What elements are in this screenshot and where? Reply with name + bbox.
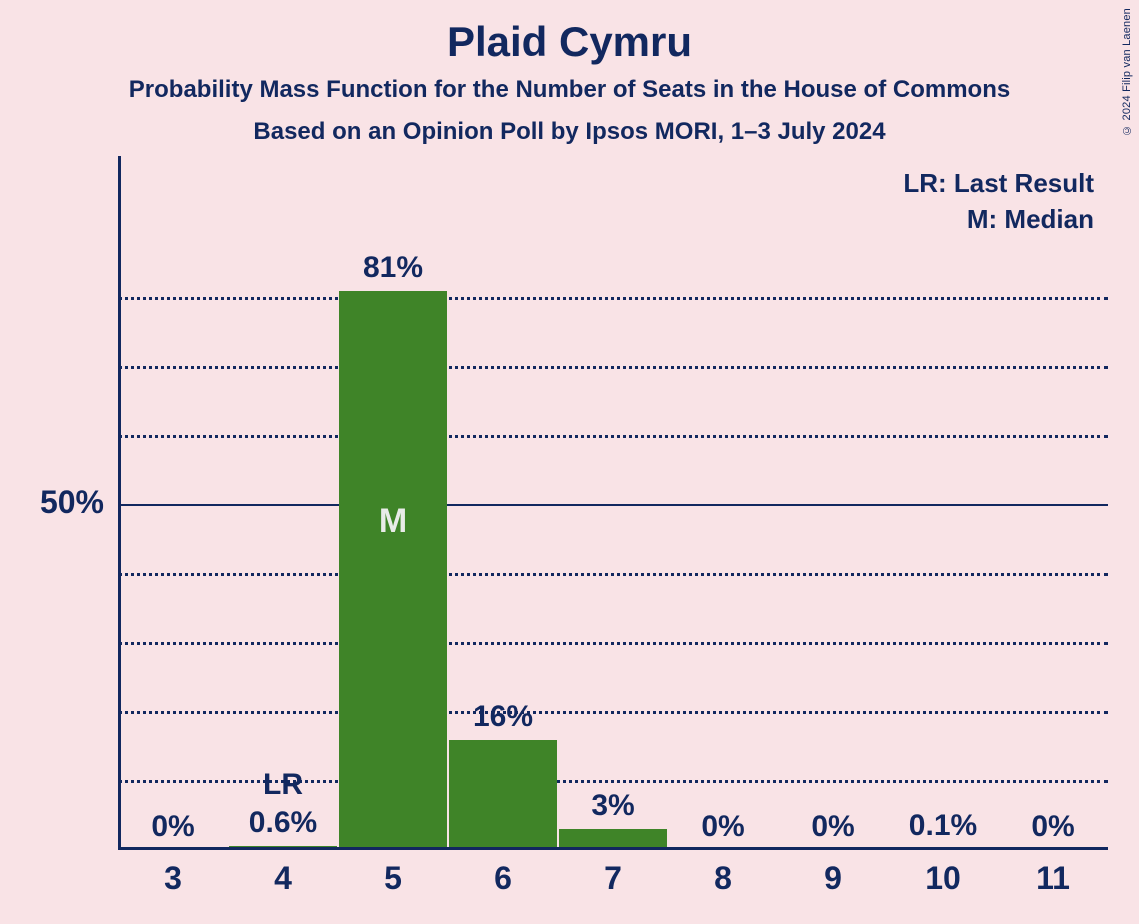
bar-value-label: 0% bbox=[778, 810, 888, 844]
bar-value-label: 16% bbox=[448, 700, 558, 734]
bar-value-label: 0.1% bbox=[888, 809, 998, 843]
gridline bbox=[118, 297, 1108, 300]
chart-canvas: Plaid Cymru Probability Mass Function fo… bbox=[0, 0, 1139, 924]
median-marker: M bbox=[338, 502, 448, 541]
x-axis-label: 6 bbox=[448, 860, 558, 897]
bar bbox=[559, 829, 667, 847]
gridline bbox=[118, 711, 1108, 714]
x-axis-label: 10 bbox=[888, 860, 998, 897]
gridline bbox=[118, 366, 1108, 369]
bar bbox=[449, 740, 557, 847]
gridline bbox=[118, 573, 1108, 576]
x-axis bbox=[118, 847, 1108, 850]
legend-last-result: LR: Last Result bbox=[903, 168, 1094, 199]
bar-value-label: 0% bbox=[998, 810, 1108, 844]
x-axis-label: 5 bbox=[338, 860, 448, 897]
gridline bbox=[118, 642, 1108, 645]
plot-area: 0%0.6%LR81%M16%3%0%0%0.1%0%LR: Last Resu… bbox=[118, 160, 1108, 850]
bar-value-label: 0.6% bbox=[228, 806, 338, 840]
bar bbox=[229, 846, 337, 847]
chart-title: Plaid Cymru bbox=[0, 18, 1139, 66]
legend-median: M: Median bbox=[967, 204, 1094, 235]
bar-value-label: 0% bbox=[668, 810, 778, 844]
x-axis-label: 9 bbox=[778, 860, 888, 897]
chart-subtitle-2: Based on an Opinion Poll by Ipsos MORI, … bbox=[0, 118, 1139, 146]
chart-subtitle-1: Probability Mass Function for the Number… bbox=[0, 76, 1139, 104]
y-axis-label: 50% bbox=[40, 484, 104, 521]
x-axis-label: 4 bbox=[228, 860, 338, 897]
bar-value-label: 0% bbox=[118, 810, 228, 844]
last-result-marker: LR bbox=[228, 768, 338, 802]
gridline bbox=[118, 435, 1108, 438]
bar bbox=[339, 291, 447, 847]
y-axis bbox=[118, 156, 121, 850]
x-axis-label: 3 bbox=[118, 860, 228, 897]
bar-value-label: 3% bbox=[558, 789, 668, 823]
gridline-major bbox=[118, 504, 1108, 506]
x-axis-label: 11 bbox=[998, 860, 1108, 897]
copyright-text: © 2024 Filip van Laenen bbox=[1121, 8, 1133, 136]
bar-value-label: 81% bbox=[338, 251, 448, 285]
x-axis-label: 7 bbox=[558, 860, 668, 897]
x-axis-label: 8 bbox=[668, 860, 778, 897]
